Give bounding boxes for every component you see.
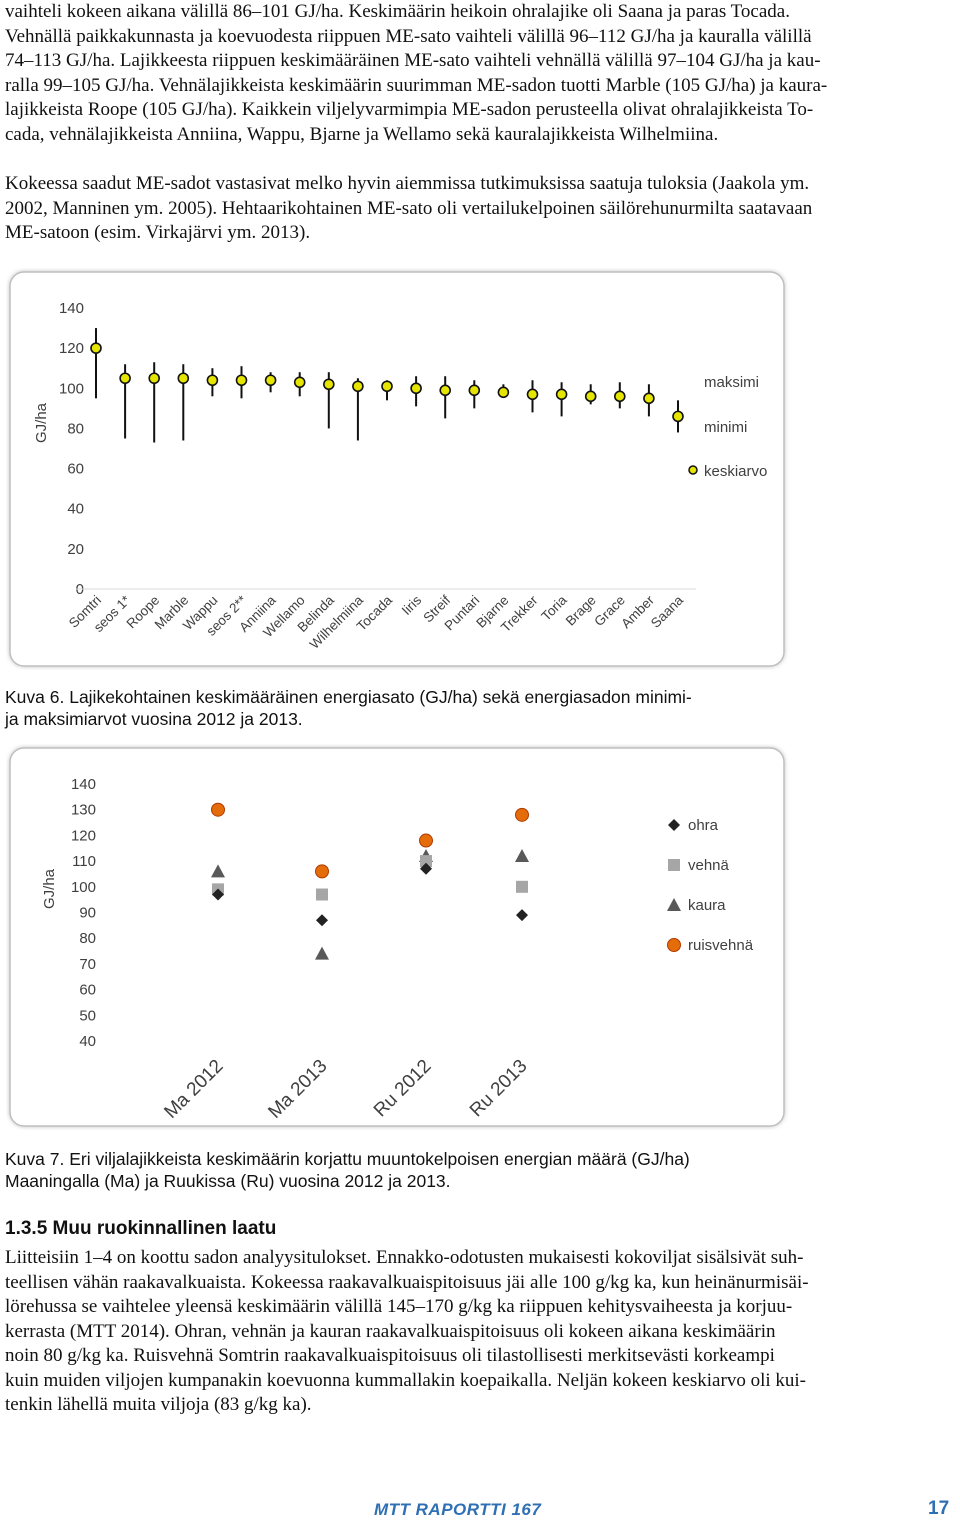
point-kaura bbox=[515, 848, 529, 862]
y-tick-label: 80 bbox=[79, 930, 96, 947]
y-tick-label: 120 bbox=[59, 340, 84, 357]
mean-point bbox=[439, 384, 452, 397]
point-vehna bbox=[420, 855, 432, 868]
body-paragraph-3: Liitteisiin 1–4 on koottu sadon analyysi… bbox=[5, 1246, 953, 1418]
text-line: kerrasta (MTT 2014). Ohran, vehnän ja ka… bbox=[5, 1320, 776, 1342]
legend-label: kaura bbox=[688, 897, 726, 914]
mean-point bbox=[526, 388, 539, 401]
y-tick-label: 140 bbox=[59, 300, 84, 317]
y-tick-label: 140 bbox=[71, 776, 96, 793]
mean-point bbox=[322, 378, 335, 391]
legend-marker bbox=[667, 938, 681, 952]
text-line: ME-satoon (esim. Virkajärvi ym. 2013). bbox=[5, 222, 311, 243]
y-tick-label: 40 bbox=[67, 501, 84, 518]
y-tick-label: 100 bbox=[59, 380, 84, 397]
text-line: tenkin lähellä muita viljoja (83 g/kg ka… bbox=[5, 1394, 312, 1415]
text-line: Liitteisiin 1–4 on koottu sadon analyysi… bbox=[5, 1247, 804, 1268]
y-tick-label: 120 bbox=[71, 827, 96, 844]
caption-line: Maaningalla (Ma) ja Ruukissa (Ru) vuosin… bbox=[5, 1171, 451, 1191]
y-tick-label: 90 bbox=[79, 905, 96, 922]
y-tick-label: 110 bbox=[72, 853, 96, 870]
mean-point bbox=[293, 376, 306, 389]
figure-6-caption: Kuva 6. Lajikekohtainen keskimääräinen e… bbox=[5, 686, 825, 730]
mean-point bbox=[148, 372, 160, 385]
point-ruisvehna bbox=[515, 807, 529, 822]
point-ohra bbox=[212, 888, 224, 901]
point-ohra bbox=[316, 914, 328, 927]
mean-point bbox=[584, 390, 597, 403]
text-line: vaihteli kokeen aikana välillä 86–101 GJ… bbox=[5, 1, 790, 22]
legend-marker bbox=[668, 859, 680, 871]
y-axis-label: GJ/ha bbox=[33, 402, 50, 443]
point-kaura bbox=[315, 946, 329, 960]
point-vehna bbox=[516, 880, 528, 893]
y-tick-label: 60 bbox=[67, 461, 84, 478]
mean-point bbox=[352, 380, 364, 393]
mean-point bbox=[672, 410, 684, 423]
mean-point bbox=[90, 342, 102, 354]
mean-point bbox=[613, 390, 626, 403]
mean-point bbox=[381, 380, 393, 393]
legend-marker bbox=[668, 819, 680, 831]
legend-marker-keskiarvo bbox=[688, 465, 698, 475]
text-line: lajikkeista Roope (105 GJ/ha). Kaikkein … bbox=[5, 99, 814, 120]
y-axis-label: GJ/ha bbox=[41, 868, 58, 909]
legend-label-maksimi: maksimi bbox=[704, 374, 759, 391]
chart-frame bbox=[9, 271, 785, 667]
section-heading: 1.3.5 Muu ruokinnallinen laatu bbox=[5, 1218, 277, 1239]
y-tick-label: 40 bbox=[79, 1033, 96, 1050]
y-tick-label: 100 bbox=[71, 879, 96, 896]
text-line: 74–113 GJ/ha. Lajikkeesta riippuen keski… bbox=[5, 50, 821, 71]
point-ohra bbox=[516, 909, 528, 922]
point-ruisvehna bbox=[315, 864, 329, 879]
caption-line: ja maksimiarvot vuosina 2012 ja 2013. bbox=[5, 709, 303, 729]
y-tick-label: 60 bbox=[79, 982, 96, 999]
chart-frame bbox=[9, 747, 785, 1127]
legend-label-minimi: minimi bbox=[704, 419, 747, 436]
text-line: 2002, Manninen ym. 2005). Hehtaarikohtai… bbox=[5, 197, 813, 219]
caption-line: Kuva 6. Lajikekohtainen keskimääräinen e… bbox=[5, 687, 692, 707]
text-line: lörehussa se vaihtelee yleensä keskimäär… bbox=[5, 1296, 793, 1317]
body-paragraph-2: Kokeessa saadut ME-sadot vastasivat melk… bbox=[5, 172, 953, 246]
y-tick-label: 20 bbox=[67, 541, 84, 558]
figure-7-caption: Kuva 7. Eri viljalajikkeista keskimäärin… bbox=[5, 1148, 825, 1192]
publication-name: MTT RAPORTTI 167 bbox=[374, 1500, 542, 1519]
legend-label: ruisvehnä bbox=[688, 937, 754, 954]
y-tick-label: 130 bbox=[71, 802, 96, 819]
legend-label-keskiarvo: keskiarvo bbox=[704, 463, 767, 480]
point-vehna bbox=[316, 888, 328, 901]
text-line: cada, vehnälajikkeista Anniina, Wappu, B… bbox=[5, 123, 719, 145]
text-line: kuin muiden viljojen kumpanakin koevuonn… bbox=[5, 1369, 806, 1391]
mean-point bbox=[264, 374, 277, 387]
point-ruisvehna bbox=[211, 802, 225, 817]
y-tick-label: 70 bbox=[79, 956, 96, 973]
legend-label: vehnä bbox=[688, 857, 730, 874]
page-number: 17 bbox=[928, 1498, 950, 1519]
caption-line: Kuva 7. Eri viljalajikkeista keskimäärin… bbox=[5, 1149, 690, 1169]
body-paragraph-1: vaihteli kokeen aikana välillä 86–101 GJ… bbox=[5, 0, 953, 147]
mean-point bbox=[468, 384, 481, 397]
text-line: Vehnällä paikkakunnasta ja koevuodesta r… bbox=[5, 25, 812, 47]
mean-point bbox=[177, 372, 190, 385]
text-line: Kokeessa saadut ME-sadot vastasivat melk… bbox=[5, 173, 810, 194]
y-tick-label: 80 bbox=[67, 420, 84, 437]
mean-point bbox=[497, 386, 510, 399]
text-line: noin 80 g/kg ka. Ruisvehnä Somtrin raaka… bbox=[5, 1345, 775, 1366]
mean-point bbox=[555, 388, 568, 401]
mean-point bbox=[235, 374, 248, 387]
legend-marker bbox=[667, 898, 681, 911]
point-ohra bbox=[420, 862, 432, 875]
mean-point bbox=[643, 392, 655, 405]
y-tick-label: 50 bbox=[79, 1007, 96, 1024]
legend-label: ohra bbox=[688, 817, 719, 834]
text-line: ralla 99–105 GJ/ha. Vehnälajikkeista kes… bbox=[5, 74, 828, 96]
mean-point bbox=[119, 372, 131, 385]
mean-point bbox=[410, 382, 422, 395]
point-kaura bbox=[211, 864, 225, 878]
point-ruisvehna bbox=[419, 833, 433, 848]
text-line: teellisen vähän raakavalkuaista. Kokeess… bbox=[5, 1271, 809, 1293]
mean-point bbox=[206, 374, 219, 387]
